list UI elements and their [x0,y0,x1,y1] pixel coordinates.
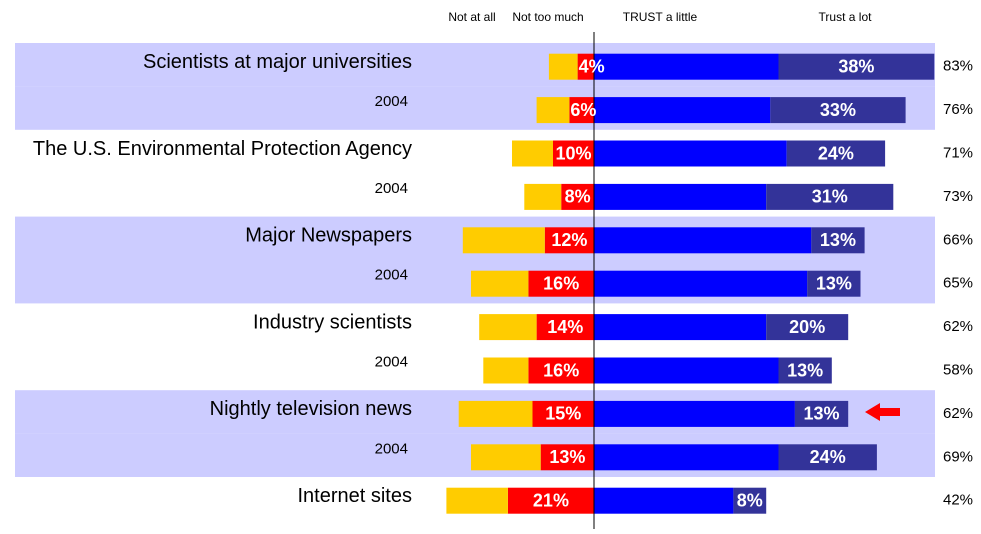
legend-label: Not at all [448,10,495,24]
bar-segment [778,444,877,471]
total-label: 73% [943,188,973,205]
total-label: 65% [943,275,973,292]
data-label: 13% [787,360,823,380]
category-label: Major Newspapers [245,225,412,247]
bar-segment [594,400,795,427]
total-label: 58% [943,361,973,378]
legend-label: Not too much [512,10,583,24]
bar-segment [569,97,594,124]
bar-segment [770,97,906,124]
data-label: 20% [789,317,825,337]
bar-segment [786,140,886,167]
bar-segment [594,97,771,124]
bar-segment [532,400,594,427]
data-label: 13% [820,230,856,250]
bar-segment [561,183,594,210]
category-label: 2004 [375,353,408,370]
bar-segment [778,53,935,80]
total-label: 66% [943,231,973,248]
bar-segment [807,270,861,297]
bar-segment [794,400,849,427]
bar-segment [462,227,545,254]
category-label: Industry scientists [253,311,412,333]
bar-segment [577,53,594,80]
bar-segment [594,444,779,471]
category-label: Nightly television news [210,398,412,420]
bar-segment [594,357,779,384]
bar-segment [528,357,594,384]
total-label: 69% [943,448,973,465]
bar-segment [766,183,894,210]
bar-segment [548,53,578,80]
data-label: 21% [533,490,569,510]
bar-segment [536,314,594,341]
marks [446,53,935,514]
total-label: 76% [943,101,973,118]
bar-segment [471,444,541,471]
bar-segment [594,227,812,254]
bar-segment [528,270,594,297]
bar-segment [446,487,508,514]
data-label: 13% [816,273,852,293]
bar-segment [553,140,594,167]
data-label: 24% [810,447,846,467]
data-label: 13% [804,404,840,424]
data-label: 12% [551,230,587,250]
data-label: 15% [545,404,581,424]
bar-segment [483,357,529,384]
bar-segment [540,444,594,471]
bar-segment [544,227,594,254]
data-label: 6% [570,100,596,120]
data-label: 14% [547,317,583,337]
data-label: 8% [737,490,763,510]
bar-segment [594,183,767,210]
bar-segment [479,314,537,341]
category-label: 2004 [375,267,408,284]
legend-label: Trust a lot [819,10,873,24]
bar-segment [766,314,849,341]
total-label: 71% [943,144,973,161]
bar-segment [594,53,779,80]
bar-segment [594,487,734,514]
bar-segment [524,183,562,210]
category-label: Internet sites [297,485,412,507]
bar-segment [594,140,787,167]
bar-segment [733,487,767,514]
arrow [865,403,900,421]
total-label: 62% [943,318,973,335]
data-label: 10% [555,143,591,163]
bar-segment [471,270,529,297]
category-label: 2004 [375,440,408,457]
data-label: 38% [838,56,874,76]
category-label: The U.S. Environmental Protection Agency [33,138,412,160]
category-label: 2004 [375,93,408,110]
category-label: Scientists at major universities [143,51,412,73]
data-label: 33% [820,100,856,120]
data-label: 8% [565,187,591,207]
legend-label: TRUST a little [623,10,698,24]
bar-segment [507,487,594,514]
total-label: 42% [943,492,973,509]
total-label: 83% [943,58,973,75]
bar-segment [512,140,553,167]
bar-segment [778,357,832,384]
data-label: 4% [579,56,605,76]
bar-segment [536,97,570,124]
bar-segment [458,400,533,427]
data-label: 13% [549,447,585,467]
data-label: 16% [543,360,579,380]
data-label: 24% [818,143,854,163]
total-label: 62% [943,405,973,422]
bar-segment [594,270,808,297]
bar-segment [811,227,865,254]
data-label: 31% [812,187,848,207]
data-label: 16% [543,273,579,293]
category-label: 2004 [375,180,408,197]
bar-segment [594,314,767,341]
